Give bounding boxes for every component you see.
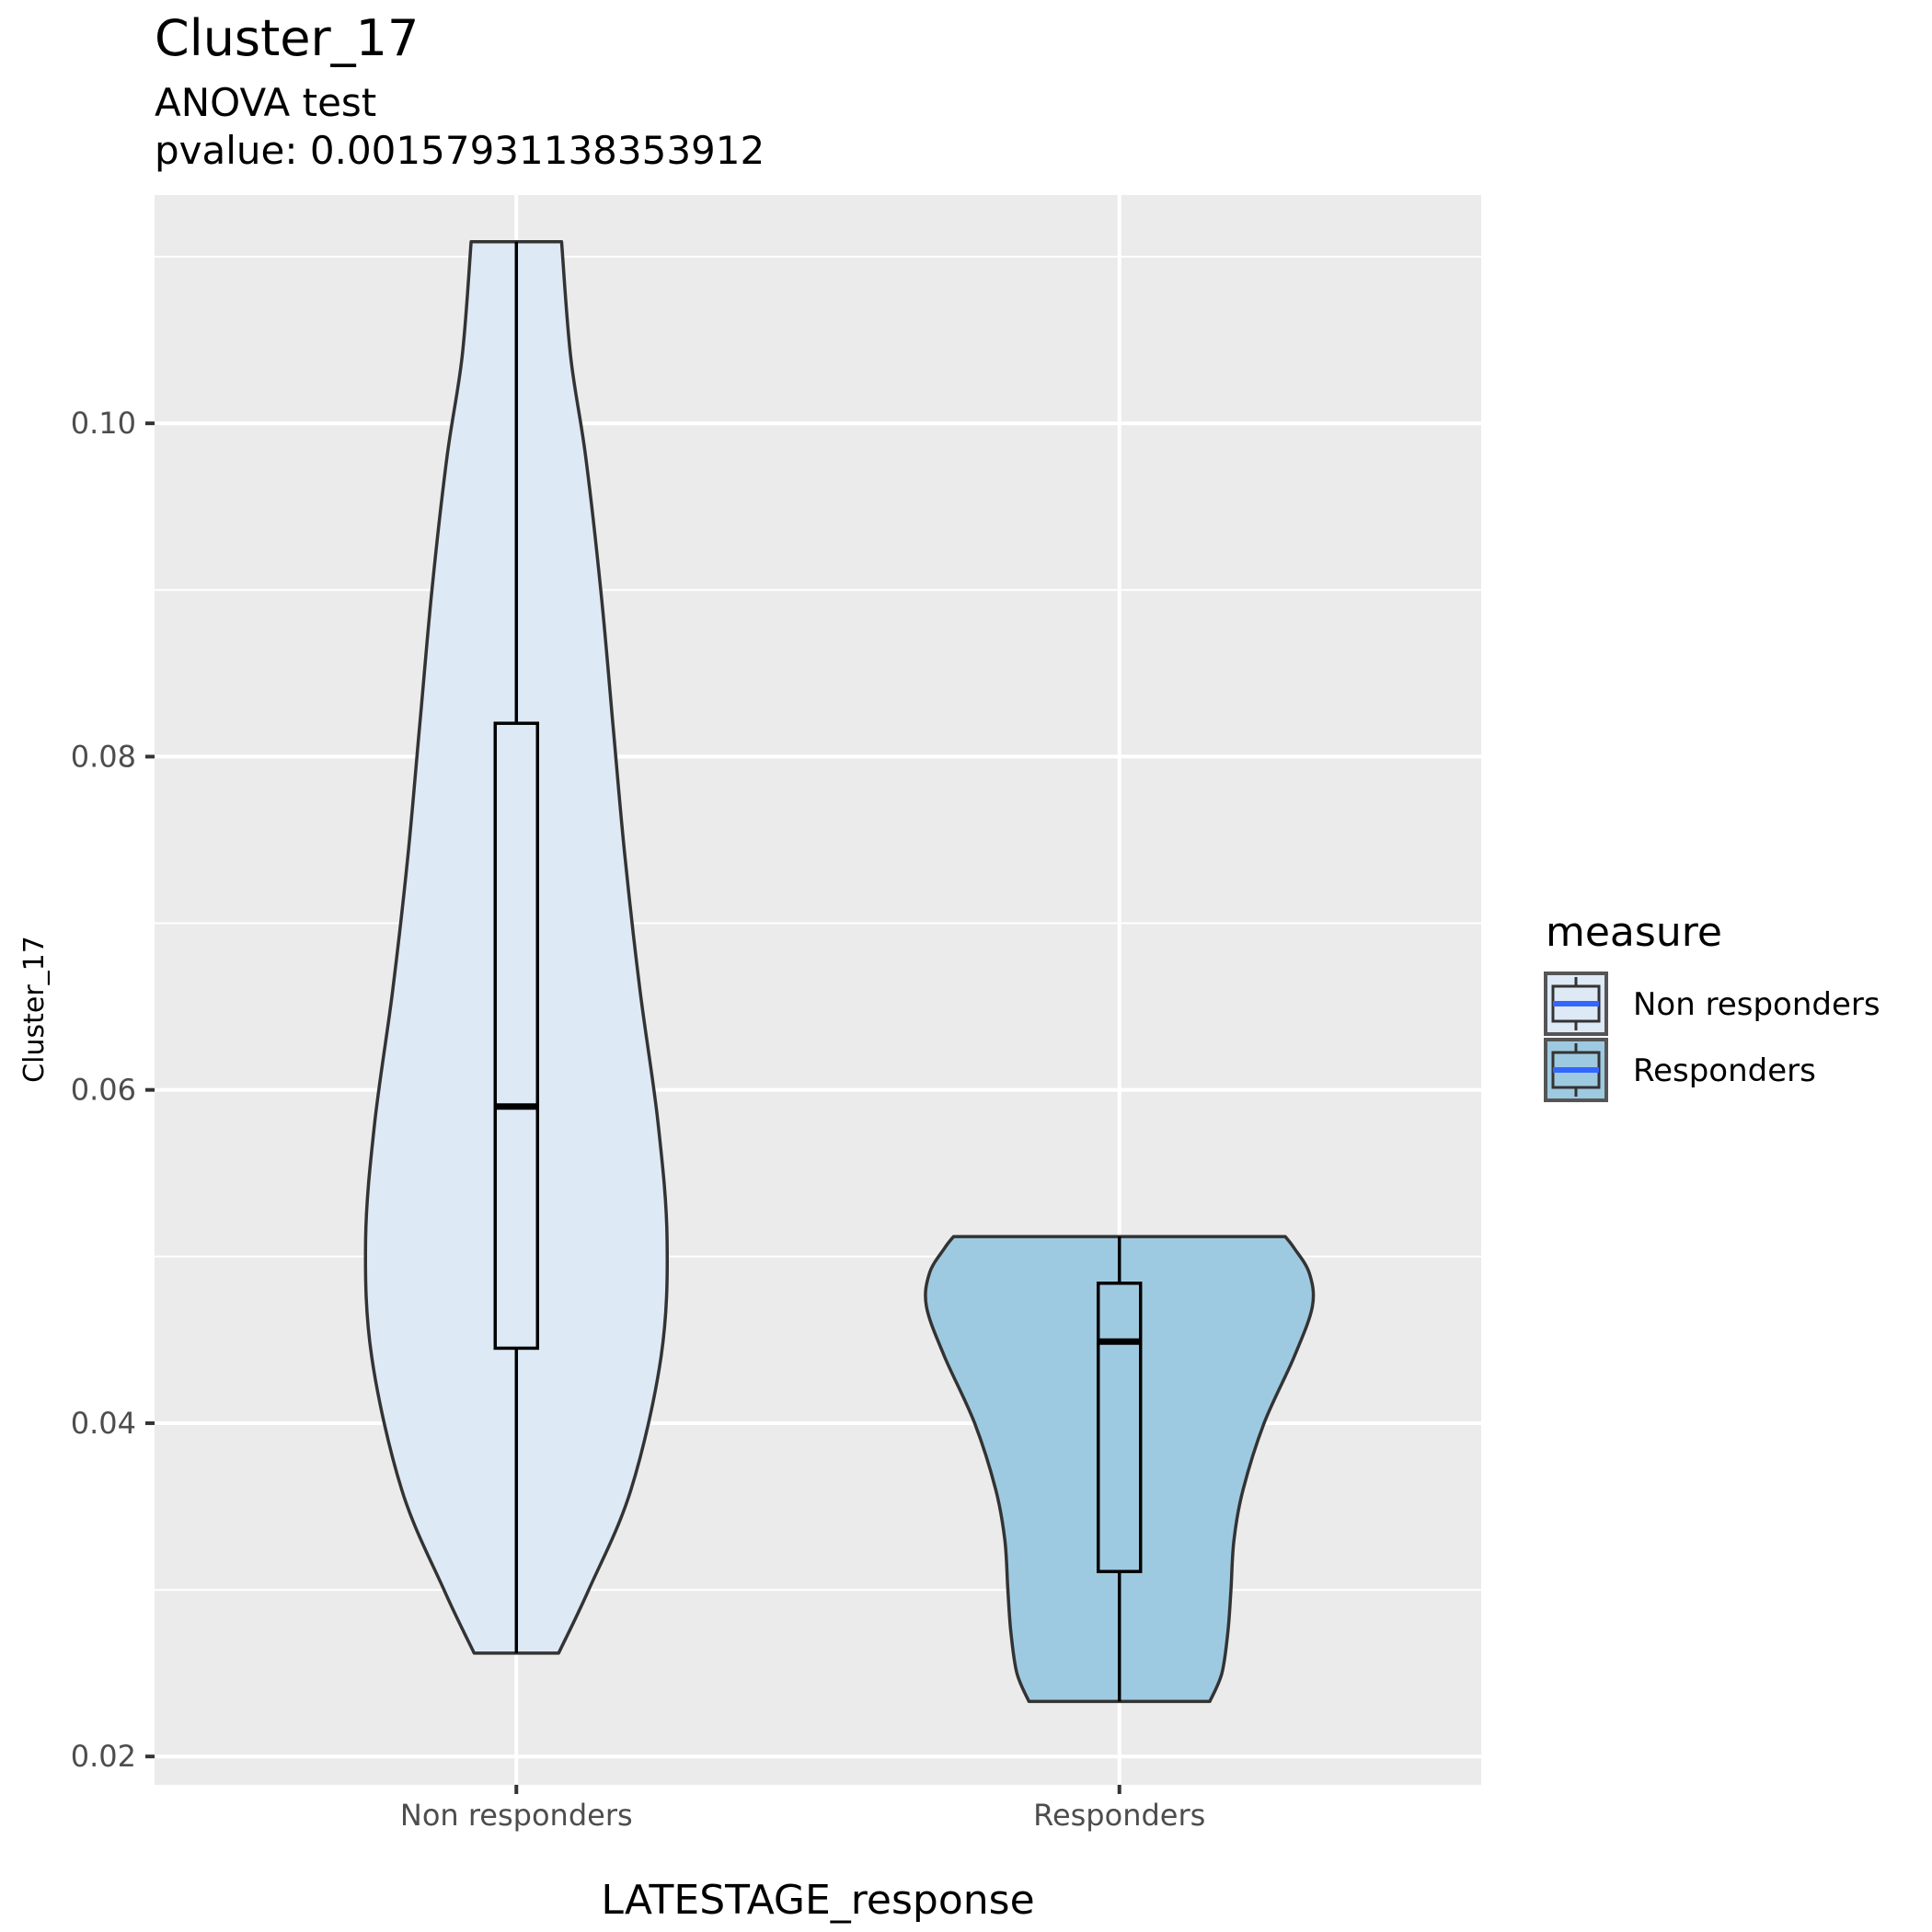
chart-subtitle-pvalue: pvalue: 0.00157931138353912 — [155, 128, 765, 173]
chart-subtitle-test: ANOVA test — [155, 80, 376, 125]
chart-title: Cluster_17 — [155, 9, 419, 67]
legend: measure Non responders Responders — [1544, 909, 1880, 1102]
y-tick-label: 0.10 — [71, 406, 136, 441]
boxplot-layer — [493, 241, 1143, 1702]
y-tick-label: 0.04 — [71, 1406, 136, 1441]
legend-label-non-responders: Non responders — [1633, 986, 1880, 1023]
y-axis-title: Cluster_17 — [18, 936, 51, 1083]
axes: 0.02 0.04 0.06 0.08 0.10 Non responders Respon… — [71, 406, 1206, 1833]
legend-title: measure — [1546, 909, 1722, 956]
y-tick-label: 0.06 — [71, 1073, 136, 1108]
legend-label-responders: Responders — [1633, 1052, 1816, 1089]
x-tick-label: Responders — [1033, 1798, 1205, 1833]
y-tick-label: 0.08 — [71, 739, 136, 774]
legend-keys: Non responders Responders — [1544, 972, 1880, 1102]
box-responders — [1096, 1282, 1143, 1573]
box-non-responders — [493, 721, 540, 1351]
x-axis-title: LATESTAGE_response — [601, 1877, 1034, 1924]
plot-panel — [155, 195, 1481, 1785]
y-tick-label: 0.02 — [71, 1739, 136, 1774]
x-tick-label: Non responders — [400, 1798, 633, 1833]
